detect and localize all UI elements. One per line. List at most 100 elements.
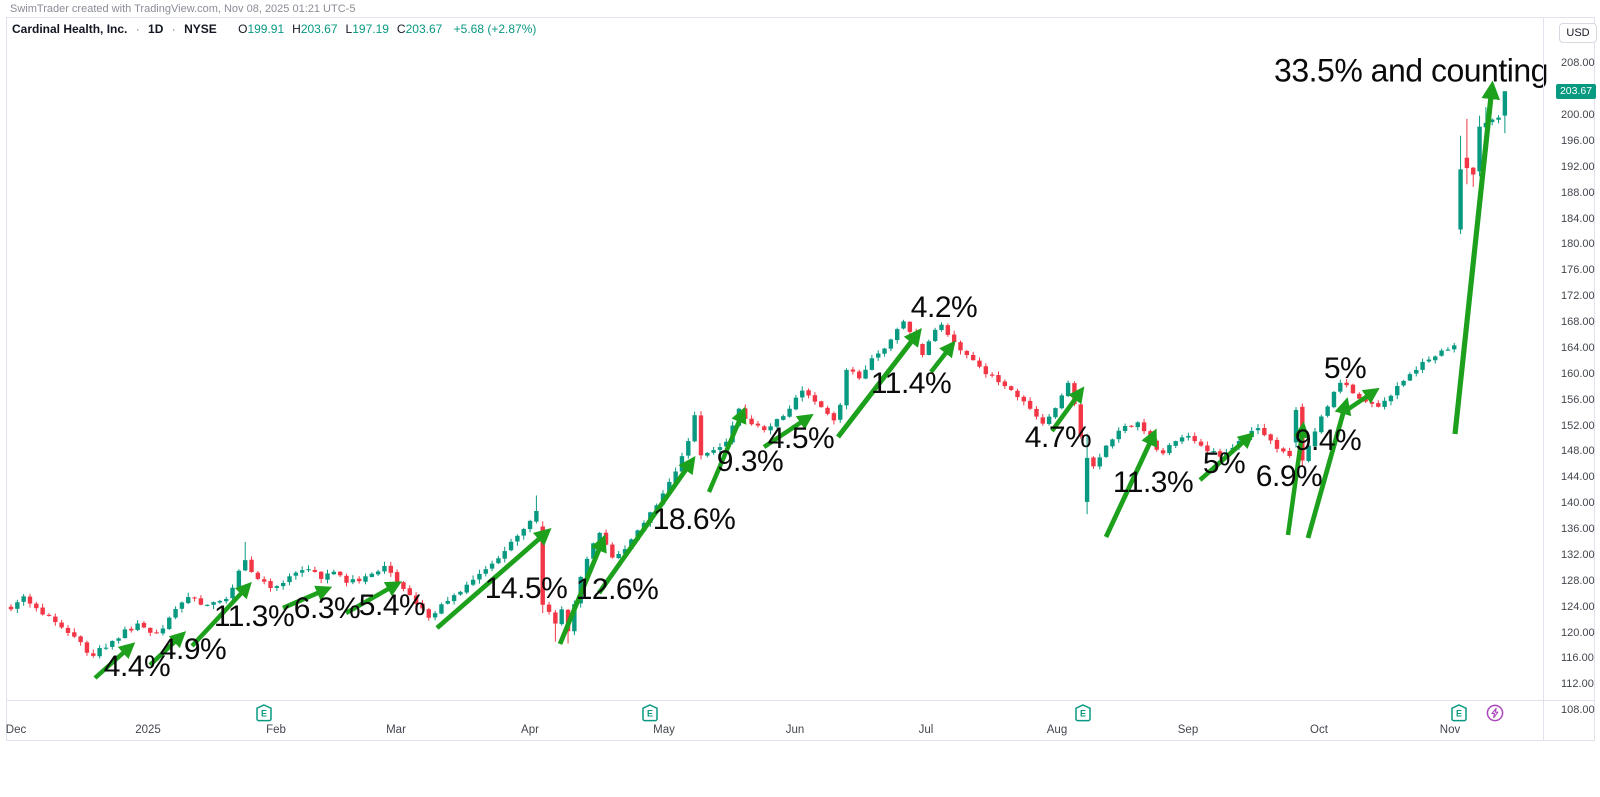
trend-arrow[interactable] (1198, 432, 1255, 482)
pct-annotation[interactable]: 4.9% (159, 633, 227, 666)
lightning-icon[interactable] (1486, 704, 1504, 727)
candle (1268, 433, 1273, 445)
trend-arrow[interactable] (148, 631, 187, 667)
candle (84, 640, 90, 656)
candle (1135, 421, 1140, 431)
trend-arrow[interactable] (282, 585, 333, 611)
symbol-legend[interactable]: Cardinal Health, Inc. · 1D · NYSE O199.9… (12, 22, 536, 36)
candle (344, 573, 349, 587)
candle (34, 601, 39, 612)
candle (496, 555, 501, 565)
earnings-icon[interactable]: E (1075, 704, 1091, 727)
trend-arrow[interactable] (1305, 397, 1352, 539)
candle (407, 585, 412, 596)
candle (857, 369, 862, 380)
trend-arrow[interactable] (435, 528, 552, 630)
candle (1439, 348, 1444, 357)
candle (186, 592, 191, 605)
price-tick-label: 196.00 (1561, 134, 1595, 147)
pct-annotation[interactable]: 9.4% (1294, 424, 1362, 457)
pct-annotation[interactable]: 33.5% and counting (1274, 52, 1548, 89)
candle (211, 601, 216, 610)
pct-annotation[interactable]: 11.3% (213, 600, 295, 633)
candle (483, 566, 488, 577)
candle (755, 421, 761, 428)
candle (148, 627, 153, 637)
currency-button[interactable]: USD (1559, 23, 1597, 43)
time-tick-label: Aug (1046, 724, 1068, 736)
pct-annotation[interactable]: 5% (1323, 352, 1367, 385)
pct-annotation[interactable]: 11.3% (1112, 466, 1194, 499)
candle (103, 643, 109, 651)
candle (167, 616, 172, 631)
trend-arrow[interactable] (1285, 421, 1310, 536)
candle (717, 443, 723, 453)
candle (1426, 356, 1432, 363)
trend-arrow[interactable] (557, 534, 607, 645)
pct-annotation[interactable]: 4.5% (767, 422, 835, 455)
candle (1091, 456, 1096, 469)
trend-arrow[interactable] (1050, 386, 1085, 433)
pct-annotation[interactable]: 5% (1202, 447, 1246, 480)
trend-arrow[interactable] (706, 406, 747, 493)
candle (1034, 406, 1039, 420)
trend-arrows-layer[interactable] (93, 80, 1501, 680)
price-axis-separator (1543, 17, 1544, 741)
pct-annotation[interactable]: 9.3% (716, 445, 784, 478)
trend-arrow[interactable] (597, 456, 696, 595)
price-tick-label: 156.00 (1561, 393, 1595, 406)
trend-arrow[interactable] (93, 642, 136, 680)
earnings-icon[interactable]: E (256, 704, 272, 727)
candle (1274, 437, 1280, 453)
ohlc-label: H (292, 22, 301, 36)
candle (21, 593, 26, 606)
candle (1116, 427, 1121, 443)
pct-annotation[interactable]: 4.4% (103, 650, 171, 683)
earnings-icon[interactable]: E (642, 704, 658, 727)
pct-annotation[interactable]: 6.3% (293, 592, 361, 625)
pct-annotation[interactable]: 4.7% (1024, 421, 1092, 454)
trend-arrow[interactable] (1103, 428, 1158, 539)
time-axis-separator (6, 700, 1595, 701)
pct-annotation[interactable]: 6.9% (1255, 460, 1323, 493)
candle (179, 601, 185, 613)
pct-annotation[interactable]: 4.2% (910, 291, 978, 324)
candle (951, 330, 957, 346)
candle (1464, 118, 1470, 185)
candle (129, 626, 134, 633)
candle (318, 571, 324, 584)
candle (1097, 453, 1102, 470)
symbol-title[interactable]: Cardinal Health, Inc. (12, 22, 128, 36)
pct-annotation[interactable]: 14.5% (484, 572, 568, 605)
candle (1173, 440, 1178, 449)
candle (515, 534, 520, 546)
price-tick-label: 152.00 (1561, 419, 1595, 432)
pct-annotation[interactable]: 5.4% (358, 589, 426, 622)
trend-arrow[interactable] (836, 328, 922, 439)
earnings-icon[interactable]: E (1451, 704, 1467, 727)
timeframe-value[interactable]: 1D (148, 22, 164, 36)
candle (1027, 397, 1033, 411)
trend-arrow[interactable] (344, 581, 402, 615)
candle (1433, 355, 1438, 364)
trend-arrow[interactable] (1452, 80, 1501, 435)
ohlc-label: C (396, 22, 406, 36)
trend-arrow[interactable] (762, 413, 814, 449)
candle (325, 569, 330, 584)
pct-annotation[interactable]: 18.6% (652, 503, 736, 536)
candle (819, 400, 824, 408)
trend-arrow[interactable] (190, 581, 252, 648)
candle (224, 596, 229, 604)
price-tick-label: 128.00 (1561, 574, 1595, 587)
trend-arrow[interactable] (929, 340, 956, 374)
candle (553, 610, 558, 642)
pct-annotation[interactable]: 11.4% (870, 367, 952, 400)
exchange-value[interactable]: NYSE (184, 22, 217, 36)
candle (470, 575, 476, 587)
trend-arrow[interactable] (1339, 387, 1380, 416)
candle (989, 372, 995, 378)
candle (603, 529, 609, 546)
candle (850, 366, 856, 375)
pct-annotation[interactable]: 12.6% (575, 573, 659, 606)
